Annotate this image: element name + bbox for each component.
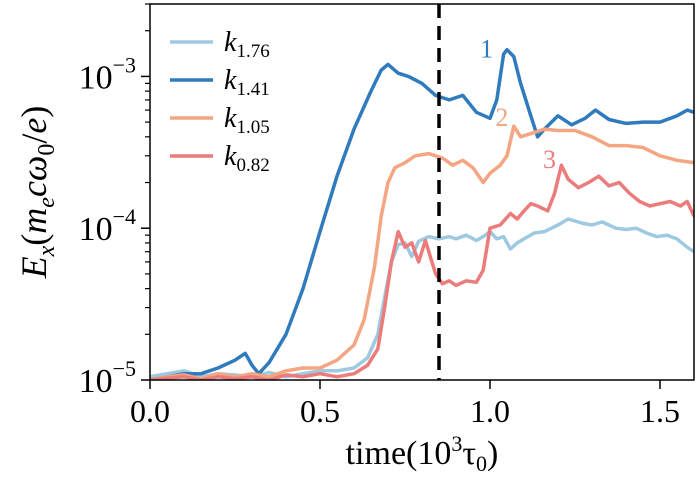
series-layer xyxy=(150,47,694,380)
series-line-0 xyxy=(150,217,694,379)
ticks-layer: 0.0 0.5 1.0 1.5 10−5 10−4 10−3 xyxy=(79,3,680,429)
y-axis-label: Ex(mecω0/e) xyxy=(14,106,60,280)
x-tick-label: 0.5 xyxy=(300,393,340,429)
peak-annotation: 2 xyxy=(495,103,508,132)
legend-label: k1.41 xyxy=(224,65,270,100)
legend-label: k0.82 xyxy=(224,141,270,176)
x-tick-label: 1.5 xyxy=(640,393,680,429)
legend-label: k1.05 xyxy=(224,103,270,138)
peak-annotation: 1 xyxy=(480,35,493,64)
peak-annotation: 3 xyxy=(543,145,556,174)
plot-frame xyxy=(149,3,695,381)
x-axis-label: time(103τ0) xyxy=(346,431,499,476)
series-line-1 xyxy=(150,47,694,380)
y-tick-label: 10−4 xyxy=(79,204,136,248)
series-line-3 xyxy=(150,163,694,380)
x-tick-label: 1.0 xyxy=(470,393,510,429)
y-tick-label: 10−3 xyxy=(79,52,136,96)
y-tick-label: 10−5 xyxy=(79,356,136,400)
legend-label: k1.76 xyxy=(224,27,270,62)
series-line-2 xyxy=(150,124,694,380)
annotation-layer: 1 2 3 xyxy=(480,35,556,174)
x-tick-label: 0.0 xyxy=(130,393,170,429)
